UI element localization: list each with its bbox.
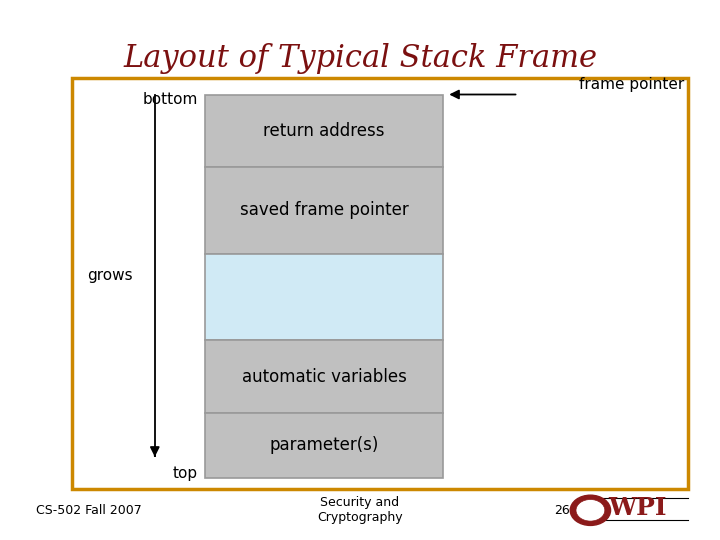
- Text: 26: 26: [554, 504, 570, 517]
- Text: parameter(s): parameter(s): [269, 436, 379, 454]
- Text: top: top: [173, 465, 198, 481]
- Text: frame pointer: frame pointer: [579, 77, 684, 92]
- Text: grows: grows: [88, 268, 133, 283]
- Text: bottom: bottom: [143, 92, 198, 107]
- Text: Security and
Cryptography: Security and Cryptography: [318, 496, 402, 524]
- Text: return address: return address: [264, 122, 384, 140]
- Text: WPI: WPI: [608, 496, 667, 520]
- Text: CS-502 Fall 2007: CS-502 Fall 2007: [36, 504, 142, 517]
- Text: Layout of Typical Stack Frame: Layout of Typical Stack Frame: [123, 43, 597, 74]
- Text: saved frame pointer: saved frame pointer: [240, 201, 408, 219]
- Text: automatic variables: automatic variables: [242, 368, 406, 386]
